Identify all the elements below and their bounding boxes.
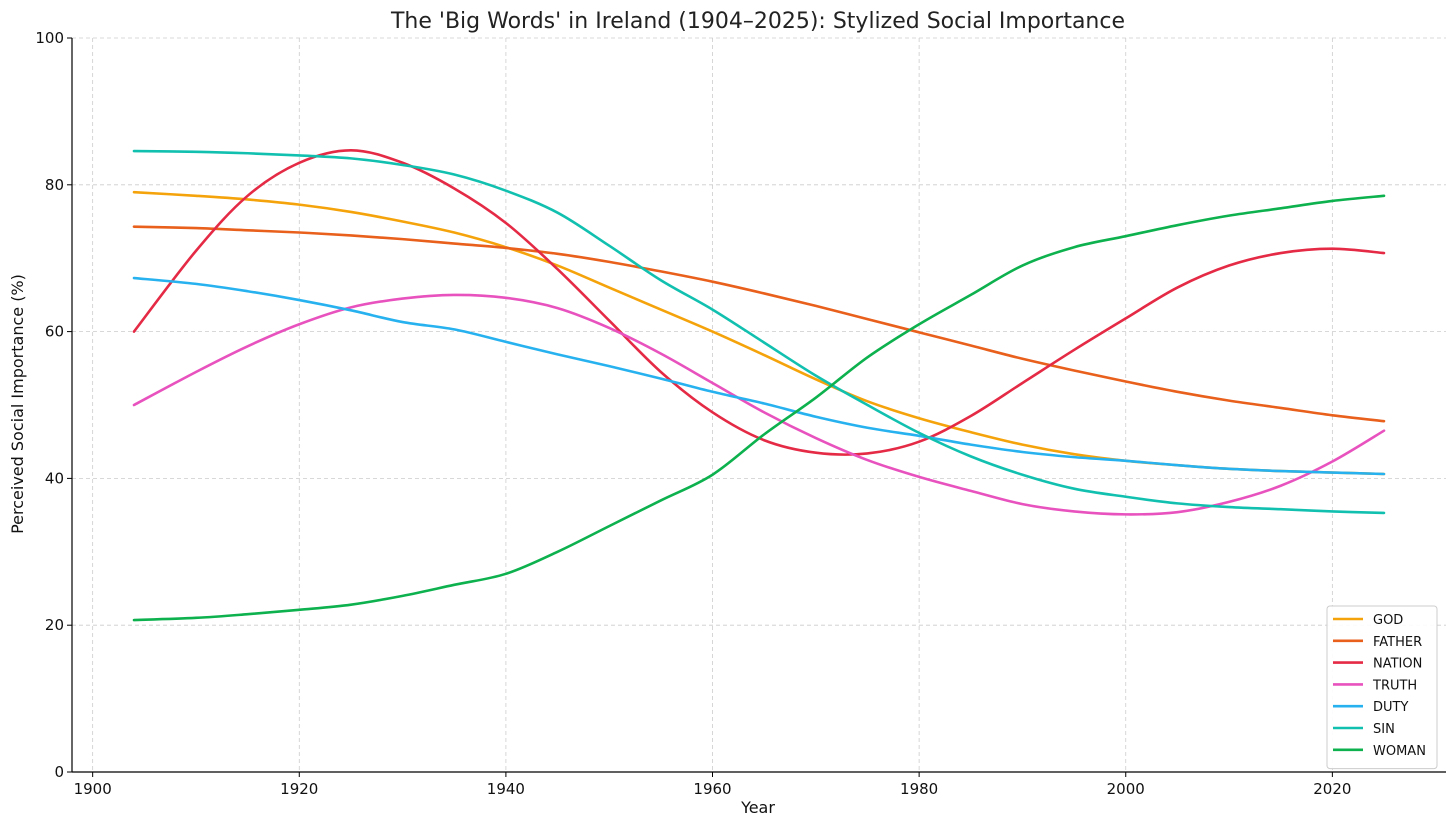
- legend-label: FATHER: [1373, 635, 1422, 650]
- x-tick-label: 1900: [74, 780, 112, 798]
- series-line-truth: [132, 293, 1386, 516]
- x-tick-label: 1940: [487, 780, 525, 798]
- y-tick-label: 80: [45, 176, 64, 194]
- y-tick-label: 100: [35, 29, 64, 47]
- grid-layer: [72, 37, 1446, 773]
- x-axis-label: Year: [740, 798, 775, 817]
- y-tick-label: 60: [45, 323, 64, 341]
- legend-item-truth: TRUTH: [1333, 678, 1417, 693]
- legend-item-god: GOD: [1333, 613, 1403, 628]
- legend-label: NATION: [1373, 657, 1422, 672]
- tick-layer: 1900 1920 1940 1960 1980 2000 2020 0 20 40 60 80 100: [35, 29, 1351, 798]
- series-line-father: [132, 225, 1386, 423]
- legend-item-duty: DUTY: [1333, 700, 1408, 715]
- legend-item-sin: SIN: [1333, 722, 1395, 737]
- x-tick-label: 2020: [1313, 780, 1351, 798]
- legend-item-woman: WOMAN: [1333, 744, 1426, 759]
- y-tick-label: 40: [45, 469, 64, 487]
- y-tick-label: 20: [45, 616, 64, 634]
- legend-label: WOMAN: [1373, 744, 1426, 759]
- series-line-sin: [132, 149, 1386, 515]
- chart-title: The 'Big Words' in Ireland (1904–2025): …: [390, 9, 1125, 34]
- series-line-duty: [132, 276, 1386, 476]
- series-layer: [132, 149, 1386, 622]
- y-axis-label: Perceived Social Importance (%): [8, 274, 27, 534]
- x-tick-label: 1920: [280, 780, 318, 798]
- x-tick-label: 2000: [1107, 780, 1145, 798]
- legend: GOD FATHER NATION TRUTH DUTY SIN WOMAN: [1326, 605, 1438, 770]
- series-line-nation: [132, 149, 1386, 456]
- series-line-woman: [132, 194, 1386, 622]
- legend-label: SIN: [1373, 722, 1395, 737]
- x-tick-label: 1960: [693, 780, 731, 798]
- legend-label: DUTY: [1373, 700, 1408, 715]
- axes-layer: [71, 38, 1446, 773]
- legend-item-nation: NATION: [1333, 657, 1422, 672]
- legend-label: GOD: [1373, 613, 1403, 628]
- legend-label: TRUTH: [1372, 678, 1417, 693]
- x-tick-label: 1980: [900, 780, 938, 798]
- y-tick-label: 0: [54, 763, 64, 781]
- legend-item-father: FATHER: [1333, 635, 1422, 650]
